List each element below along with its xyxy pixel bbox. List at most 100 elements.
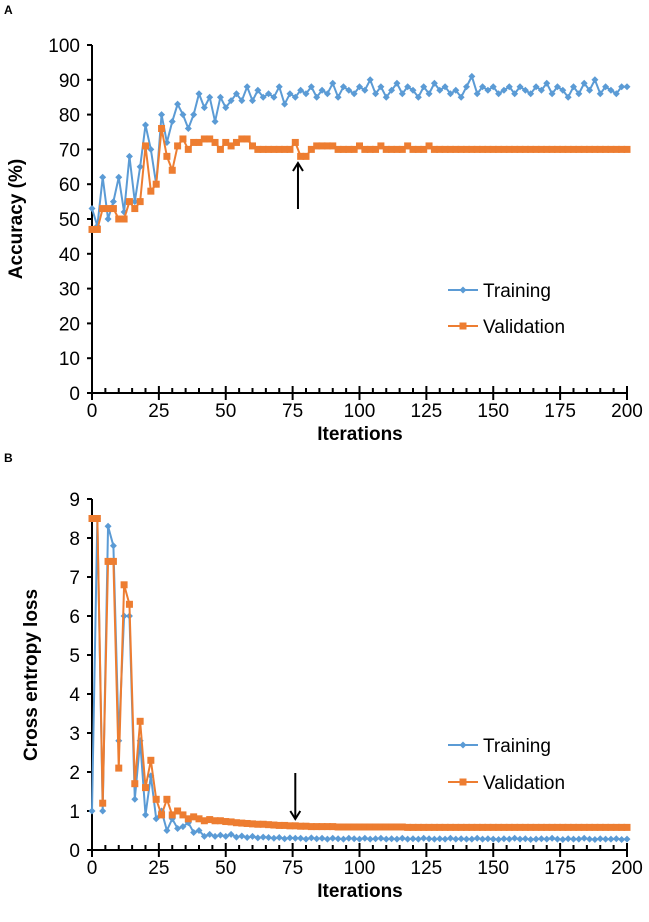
data-point-training: [586, 86, 594, 94]
data-point-training: [468, 72, 476, 80]
data-point-validation: [366, 823, 374, 831]
data-point-training: [580, 834, 588, 842]
data-point-training: [414, 93, 422, 101]
data-point-training: [179, 111, 187, 119]
data-point-training: [254, 86, 262, 94]
y-tick-label: 1: [69, 802, 80, 823]
data-point-validation: [120, 581, 128, 589]
data-point-validation: [318, 142, 326, 150]
data-point-training: [174, 100, 182, 108]
x-axis-title-b: Iterations: [317, 881, 403, 902]
data-point-training: [543, 79, 551, 87]
data-point-validation: [93, 515, 101, 522]
legend-marker-validation: [459, 322, 467, 330]
y-tick-label: 9: [69, 490, 80, 511]
data-point-training: [259, 833, 267, 841]
data-point-validation: [356, 823, 363, 831]
data-point-validation: [307, 823, 315, 831]
data-point-validation: [623, 145, 631, 153]
data-point-training: [436, 835, 444, 843]
data-point-validation: [163, 795, 171, 803]
data-point-training: [131, 795, 139, 803]
data-point-validation: [323, 142, 331, 150]
data-point-validation: [596, 145, 604, 153]
data-point-validation: [115, 764, 123, 772]
data-point-training: [356, 835, 363, 843]
data-point-validation: [211, 138, 219, 146]
data-point-training: [265, 90, 273, 98]
data-point-validation: [516, 823, 524, 831]
data-point-validation: [339, 145, 347, 153]
data-point-validation: [479, 145, 487, 153]
legend-validation-label-b: Validation: [483, 773, 565, 794]
data-point-training: [484, 835, 492, 843]
data-point-training: [158, 111, 166, 119]
data-point-training: [339, 835, 347, 843]
data-point-validation: [612, 823, 620, 831]
data-point-training: [570, 835, 577, 843]
data-point-training: [521, 86, 529, 94]
data-point-validation: [125, 600, 133, 608]
data-point-training: [109, 542, 117, 550]
data-point-training: [521, 835, 529, 843]
legend-training-label-a: Training: [483, 281, 551, 302]
data-point-training: [329, 834, 337, 842]
legend-marker-training: [459, 286, 467, 294]
data-point-validation: [259, 145, 267, 153]
data-point-training: [232, 90, 240, 98]
data-point-training: [318, 86, 326, 94]
data-point-validation: [495, 823, 503, 831]
data-point-training: [532, 83, 540, 91]
data-point-validation: [104, 557, 112, 565]
data-point-validation: [425, 142, 433, 150]
data-point-training: [575, 835, 583, 843]
data-point-validation: [270, 821, 278, 829]
data-point-validation: [142, 784, 149, 792]
data-point-validation: [163, 152, 171, 160]
data-point-validation: [468, 823, 476, 831]
data-point-validation: [313, 823, 321, 831]
data-point-validation: [441, 823, 449, 831]
data-point-training: [281, 100, 289, 108]
data-point-validation: [142, 142, 149, 150]
data-point-training: [479, 83, 487, 91]
data-point-validation: [232, 819, 240, 827]
data-point-training: [436, 86, 444, 94]
y-tick-label: 20: [59, 314, 80, 335]
data-point-validation: [206, 816, 214, 824]
y-tick-label: 3: [69, 724, 80, 745]
data-point-validation: [425, 823, 433, 831]
panel-label-b: B: [4, 451, 13, 465]
data-point-training: [334, 93, 342, 101]
data-point-training: [420, 834, 428, 842]
data-point-training: [136, 163, 144, 171]
data-point-validation: [436, 145, 444, 153]
data-point-validation: [227, 818, 235, 826]
data-point-training: [275, 834, 283, 842]
x-tick-label: 200: [611, 858, 643, 879]
data-point-validation: [222, 138, 230, 146]
x-tick-label: 175: [544, 858, 576, 879]
data-point-validation: [249, 820, 256, 828]
data-point-validation: [152, 180, 160, 188]
x-tick-label: 50: [215, 401, 236, 422]
legend-training-label-b: Training: [483, 736, 551, 757]
data-point-validation: [382, 823, 390, 831]
data-point-training: [564, 93, 572, 101]
data-point-training: [307, 83, 315, 91]
data-point-validation: [618, 823, 626, 831]
data-point-validation: [404, 142, 412, 150]
data-point-training: [570, 83, 577, 91]
data-point-validation: [505, 145, 513, 153]
legend-marker-validation: [459, 778, 467, 786]
data-point-training: [575, 90, 583, 98]
x-tick-label: 25: [148, 858, 169, 879]
data-point-training: [291, 93, 299, 101]
data-point-training: [243, 83, 251, 91]
data-point-training: [206, 93, 214, 101]
data-point-validation: [500, 823, 508, 831]
data-point-training: [366, 835, 374, 843]
data-point-training: [200, 832, 208, 840]
data-point-training: [591, 76, 599, 84]
data-point-training: [618, 83, 626, 91]
